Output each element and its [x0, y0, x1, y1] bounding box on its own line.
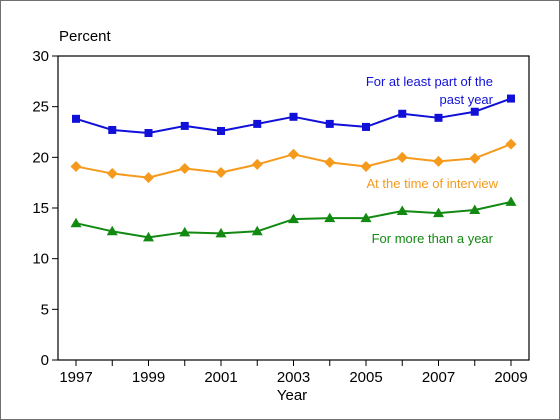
y-tick-label: 20 — [32, 149, 49, 166]
data-point — [108, 125, 117, 134]
series-label-line: For more than a year — [372, 231, 494, 246]
data-point — [143, 231, 154, 242]
data-point — [288, 148, 299, 160]
data-point — [215, 227, 227, 238]
data-point — [217, 126, 225, 135]
data-point — [434, 113, 443, 122]
data-point — [470, 107, 479, 116]
data-point — [360, 212, 372, 223]
data-point — [289, 112, 298, 121]
x-tick-label: 2001 — [204, 369, 237, 386]
y-tick-label: 25 — [32, 99, 49, 116]
data-point — [360, 160, 372, 172]
series-label-line: past year — [440, 92, 494, 107]
data-point — [179, 226, 191, 237]
series-for-at-least-part-of-the-past-year — [72, 94, 515, 138]
series-label-line: For at least part of the — [366, 74, 493, 89]
series-for-more-than-a-year — [70, 196, 517, 242]
data-point — [433, 207, 444, 218]
data-point — [505, 138, 517, 150]
series-at-the-time-of-interview — [70, 138, 517, 184]
data-point — [469, 204, 481, 215]
data-point — [324, 156, 336, 168]
series-label-at-the-time-of-interview: At the time of interview — [367, 176, 499, 191]
axes: 0 5 10 15 20 25 30 1997 1999 2001 2003 2005 2007 2009 — [32, 48, 530, 386]
series-label-for-at-least-part-of-the-past-year: For at least part of the past year — [366, 74, 494, 107]
data-point — [324, 212, 336, 223]
data-point — [288, 213, 299, 224]
data-point — [253, 119, 262, 128]
data-point — [180, 121, 189, 130]
x-tick-label: 2005 — [349, 369, 382, 386]
series-layer — [70, 94, 517, 242]
data-point — [396, 151, 408, 163]
y-tick-label: 10 — [32, 251, 49, 268]
data-point — [398, 109, 407, 118]
y-tick-label: 30 — [32, 48, 49, 65]
y-tick-label: 15 — [32, 200, 49, 217]
data-point — [106, 168, 118, 180]
x-tick-label: 2007 — [422, 369, 455, 386]
data-point — [70, 217, 82, 228]
data-point — [251, 225, 263, 236]
data-point — [325, 119, 334, 128]
y-tick-label: 5 — [41, 301, 49, 318]
data-point — [396, 205, 408, 216]
data-point — [72, 114, 80, 123]
x-tick-label: 2003 — [277, 369, 310, 386]
x-tick-label: 2009 — [494, 369, 527, 386]
data-point — [469, 152, 481, 164]
data-point — [143, 172, 154, 184]
data-point — [251, 158, 263, 170]
data-point — [507, 94, 515, 103]
x-tick-label: 1999 — [132, 369, 165, 386]
series-label-for-more-than-a-year: For more than a year — [372, 231, 494, 246]
data-point — [505, 196, 517, 206]
y-tick-label: 0 — [41, 352, 49, 369]
data-point — [144, 129, 153, 138]
data-point — [179, 162, 191, 174]
data-point — [70, 160, 82, 172]
x-tick-label: 1997 — [59, 369, 92, 386]
data-point — [362, 122, 370, 131]
series-labels: For at least part of the past year At the … — [366, 74, 499, 246]
series-label-line: At the time of interview — [367, 176, 499, 191]
data-point — [106, 225, 118, 236]
data-point — [433, 155, 444, 167]
x-axis-title: Year — [277, 387, 307, 404]
data-point — [215, 167, 227, 179]
y-axis-title: Percent — [59, 28, 112, 45]
